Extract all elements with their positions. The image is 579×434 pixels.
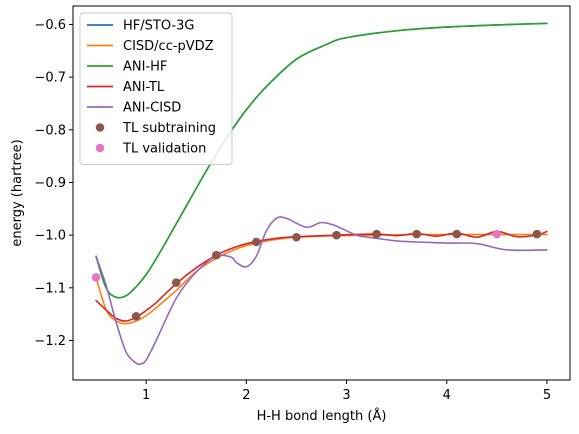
point-tl-validation — [91, 272, 101, 282]
point-tl-subtraining — [332, 230, 341, 240]
x-tick-label: 5 — [543, 388, 551, 403]
legend-label: ANI-HF — [123, 60, 167, 75]
point-tl-subtraining — [252, 237, 261, 247]
legend-label: CISD/cc-pVDZ — [123, 39, 214, 54]
y-axis-ticks: −1.2 −1.1 −1.0 −0.9 −0.8 −0.7 −0.6 — [34, 18, 73, 349]
x-tick-label: 2 — [242, 388, 250, 403]
point-tl-subtraining — [412, 229, 421, 239]
y-tick-label: −0.8 — [34, 123, 66, 138]
point-tl-subtraining — [211, 250, 221, 260]
x-tick-label: 4 — [443, 388, 451, 403]
legend-label: ANI-CISD — [123, 101, 181, 116]
point-tl-subtraining — [452, 229, 462, 239]
y-tick-label: −0.7 — [34, 71, 66, 86]
y-tick-label: −1.1 — [34, 281, 66, 296]
x-tick-label: 3 — [342, 388, 350, 403]
y-tick-label: −1.0 — [34, 229, 66, 244]
y-tick-label: −1.2 — [34, 334, 66, 349]
point-tl-subtraining — [131, 311, 141, 321]
legend-swatch — [95, 143, 105, 153]
plot-frame — [72, 5, 571, 381]
x-axis-label: H-H bond length (Å) — [257, 408, 387, 424]
point-tl-subtraining — [532, 229, 542, 239]
point-tl-subtraining — [171, 278, 181, 287]
x-tick-label: 1 — [142, 388, 150, 403]
legend-label: ANI-TL — [123, 80, 165, 95]
y-tick-label: −0.9 — [34, 176, 66, 191]
legend-label: TL validation — [122, 142, 206, 157]
legend-box — [79, 12, 233, 165]
legend-swatch — [95, 123, 105, 132]
legend-label: TL subtraining — [122, 121, 216, 136]
x-axis-ticks: 1 2 3 4 5 — [142, 380, 551, 403]
series-line-ani-cisd — [95, 216, 548, 366]
point-tl-subtraining — [372, 229, 381, 239]
y-axis-label: energy (hartree) — [10, 139, 25, 246]
legend-label: HF/STO-3G — [123, 19, 194, 34]
point-tl-subtraining — [292, 232, 301, 242]
point-tl-validation — [492, 229, 502, 239]
y-tick-label: −0.6 — [34, 18, 66, 33]
legend: HF/STO-3G CISD/cc-pVDZ ANI-HF ANI-TL ANI-CIS… — [79, 12, 233, 165]
